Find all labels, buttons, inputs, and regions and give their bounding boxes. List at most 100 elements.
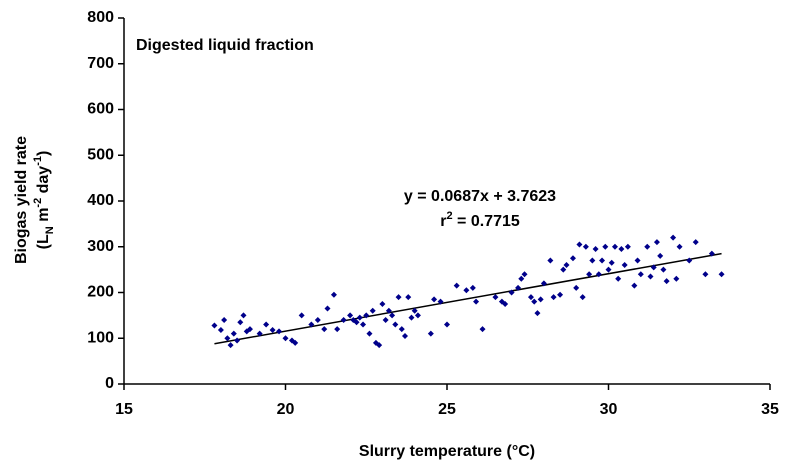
point xyxy=(473,298,480,305)
point xyxy=(615,275,622,282)
point xyxy=(324,305,331,312)
point xyxy=(644,243,651,250)
point xyxy=(340,316,347,323)
point xyxy=(234,337,241,344)
y-tick-label: 100 xyxy=(87,329,114,346)
trendline xyxy=(214,252,722,345)
point xyxy=(670,234,677,241)
point xyxy=(608,259,615,266)
point xyxy=(431,296,438,303)
point xyxy=(660,266,667,273)
point xyxy=(237,319,244,326)
x-tick-label: 15 xyxy=(115,401,133,418)
point xyxy=(469,284,476,291)
point xyxy=(508,289,515,296)
x-tick-label: 20 xyxy=(277,401,295,418)
point xyxy=(314,316,321,323)
point xyxy=(308,321,315,328)
point xyxy=(592,246,599,253)
point xyxy=(402,332,409,339)
point xyxy=(382,316,389,323)
point xyxy=(224,335,231,342)
x-tick-label: 35 xyxy=(761,401,779,418)
point xyxy=(282,335,289,342)
point xyxy=(576,241,583,248)
point xyxy=(631,282,638,289)
point xyxy=(363,312,370,319)
point xyxy=(408,314,415,321)
point xyxy=(637,271,644,278)
point xyxy=(531,298,538,305)
point xyxy=(563,262,570,269)
y-label-line2: (LN m-2 day-1) xyxy=(32,151,56,250)
point xyxy=(560,266,567,273)
point xyxy=(392,321,399,328)
point xyxy=(663,278,670,285)
point xyxy=(602,243,609,250)
point xyxy=(292,339,299,346)
point xyxy=(276,328,283,335)
point xyxy=(376,342,383,349)
point xyxy=(211,322,218,329)
point xyxy=(579,294,586,301)
point xyxy=(221,316,228,323)
point xyxy=(360,321,367,328)
point xyxy=(521,271,528,278)
point xyxy=(379,300,386,307)
point xyxy=(395,294,402,301)
point xyxy=(676,243,683,250)
y-tick-label: 500 xyxy=(87,146,114,163)
y-tick-label: 400 xyxy=(87,192,114,209)
point xyxy=(366,330,373,337)
point xyxy=(398,326,405,333)
point xyxy=(657,252,664,259)
point xyxy=(217,327,224,334)
point xyxy=(453,282,460,289)
point xyxy=(269,327,276,334)
point xyxy=(653,239,660,246)
point xyxy=(492,294,499,301)
point xyxy=(586,271,593,278)
point xyxy=(537,296,544,303)
x-axis-label: Slurry temperature (°C) xyxy=(359,443,535,460)
point xyxy=(557,291,564,298)
point xyxy=(582,243,589,250)
point xyxy=(298,312,305,319)
equation: y = 0.0687x + 3.7623 xyxy=(404,188,556,205)
point xyxy=(479,326,486,333)
y-tick-label: 600 xyxy=(87,101,114,118)
point xyxy=(411,307,418,314)
point xyxy=(405,294,412,301)
point xyxy=(595,271,602,278)
point xyxy=(444,321,450,328)
point xyxy=(334,326,341,333)
point xyxy=(650,264,657,271)
x-tick-label: 25 xyxy=(438,401,456,418)
point xyxy=(356,314,363,321)
y-axis-label: Biogas yield rate (LN m-2 day-1) xyxy=(13,136,56,264)
point xyxy=(599,257,606,264)
point xyxy=(321,326,328,333)
point xyxy=(624,243,631,250)
point xyxy=(540,280,547,287)
point xyxy=(518,275,525,282)
point xyxy=(227,342,234,349)
point xyxy=(347,312,354,319)
y-tick-label: 300 xyxy=(87,238,114,255)
y-tick-label: 800 xyxy=(87,9,114,26)
y-label-line1: Biogas yield rate xyxy=(13,136,30,264)
point xyxy=(389,312,396,319)
annotation: Digested liquid fraction xyxy=(136,37,314,54)
point xyxy=(708,250,715,257)
x-tick-label: 30 xyxy=(600,401,618,418)
point xyxy=(686,257,693,264)
point xyxy=(414,312,421,319)
point xyxy=(634,257,641,264)
point xyxy=(463,287,470,294)
point xyxy=(534,310,541,317)
point xyxy=(353,319,360,326)
point xyxy=(611,243,618,250)
point xyxy=(547,257,554,264)
point xyxy=(246,326,253,333)
